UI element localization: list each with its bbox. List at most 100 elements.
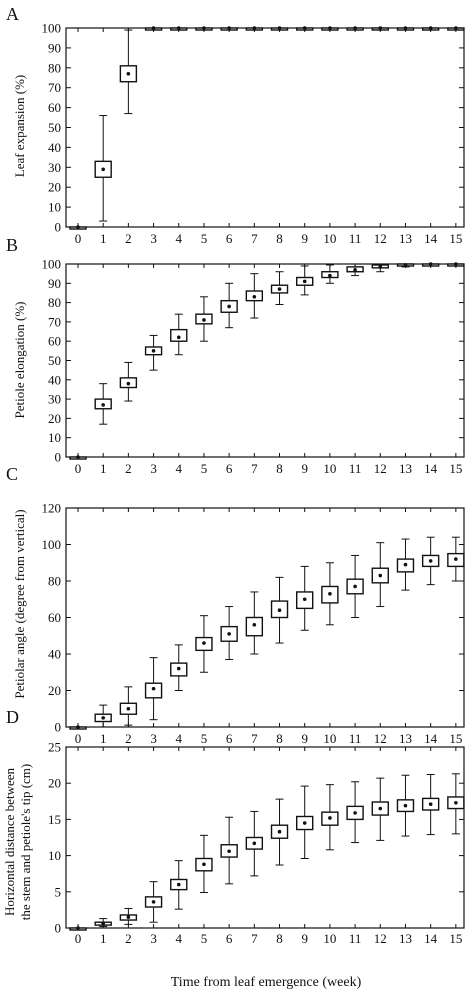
median-point-c-5 xyxy=(202,641,206,645)
median-point-b-13 xyxy=(403,263,408,267)
x-tick-label-a-14: 14 xyxy=(424,231,438,246)
x-tick-label-d-15: 15 xyxy=(449,931,462,946)
x-tick-label-c-10: 10 xyxy=(323,731,336,746)
median-point-b-8 xyxy=(277,287,282,291)
y-tick-label-b-2: 20 xyxy=(48,411,61,426)
median-point-d-0 xyxy=(76,926,80,930)
median-point-c-9 xyxy=(302,597,307,602)
y-tick-label-b-9: 90 xyxy=(48,276,61,291)
median-point-c-15 xyxy=(454,557,458,561)
median-point-c-4 xyxy=(176,666,181,671)
median-point-d-15 xyxy=(454,800,458,805)
y-tick-label-d-4: 20 xyxy=(48,776,61,791)
median-point-d-11 xyxy=(353,811,357,815)
x-tick-label-a-15: 15 xyxy=(449,231,462,246)
x-tick-label-c-8: 8 xyxy=(276,731,283,746)
median-point-a-2 xyxy=(126,71,131,76)
median-point-a-3 xyxy=(151,26,156,30)
box-b-4 xyxy=(170,328,188,342)
median-point-b-5 xyxy=(202,318,206,322)
x-tick-label-d-8: 8 xyxy=(276,931,283,946)
x-tick-label-b-0: 0 xyxy=(75,461,82,476)
x-tick-label-b-5: 5 xyxy=(201,461,208,476)
y-tick-label-b-6: 60 xyxy=(48,334,61,349)
median-point-a-12 xyxy=(378,26,383,30)
median-point-c-12 xyxy=(378,573,383,578)
x-tick-label-c-2: 2 xyxy=(125,731,132,746)
median-point-c-11 xyxy=(353,584,357,589)
median-point-a-11 xyxy=(353,26,357,30)
panel-label-d: D xyxy=(6,707,19,727)
panel-label-b: B xyxy=(6,235,18,255)
x-tick-label-b-13: 13 xyxy=(399,461,412,476)
y-axis-label-a: Leaf expansion (%) xyxy=(12,75,27,178)
x-axis-title: Time from leaf emergence (week) xyxy=(171,975,362,990)
median-point-d-12 xyxy=(378,806,383,811)
median-point-c-6 xyxy=(227,632,231,636)
median-point-b-3 xyxy=(151,349,156,353)
y-axis-label-c: Petiolar angle (degree from vertical) xyxy=(12,509,27,698)
x-tick-label-a-5: 5 xyxy=(201,231,208,246)
plot-frame-d xyxy=(65,746,465,929)
y-tick-label-c-1: 20 xyxy=(48,683,61,698)
x-tick-label-a-0: 0 xyxy=(75,231,82,246)
median-point-a-5 xyxy=(202,26,206,30)
y-tick-label-a-8: 80 xyxy=(48,60,61,75)
y-tick-label-c-2: 40 xyxy=(48,647,61,662)
y-tick-label-b-10: 100 xyxy=(42,257,62,272)
median-point-a-13 xyxy=(403,26,408,30)
panel-label-a: A xyxy=(6,4,19,24)
median-point-b-7 xyxy=(252,295,257,299)
x-tick-label-d-5: 5 xyxy=(201,931,208,946)
y-tick-label-c-3: 60 xyxy=(48,610,61,625)
x-tick-label-c-13: 13 xyxy=(399,731,412,746)
median-point-d-5 xyxy=(202,862,206,867)
y-tick-label-d-1: 5 xyxy=(55,884,62,899)
y-tick-label-b-7: 70 xyxy=(48,314,61,329)
x-tick-label-a-4: 4 xyxy=(176,231,183,246)
x-tick-label-a-7: 7 xyxy=(251,231,258,246)
x-tick-label-a-2: 2 xyxy=(125,231,132,246)
x-tick-label-c-15: 15 xyxy=(449,731,462,746)
median-point-b-12 xyxy=(378,265,383,269)
x-tick-label-b-10: 10 xyxy=(323,461,336,476)
y-axis-label-b: Petiole elongation (%) xyxy=(12,302,27,419)
x-tick-label-b-14: 14 xyxy=(424,461,438,476)
x-tick-label-d-10: 10 xyxy=(323,931,336,946)
median-point-d-6 xyxy=(227,849,231,854)
x-tick-label-c-9: 9 xyxy=(301,731,308,746)
median-point-b-10 xyxy=(328,273,332,278)
median-point-d-3 xyxy=(151,900,156,904)
x-tick-label-c-1: 1 xyxy=(100,731,107,746)
y-tick-label-a-9: 90 xyxy=(48,40,61,55)
median-point-b-2 xyxy=(126,381,131,386)
x-tick-label-b-11: 11 xyxy=(349,461,362,476)
median-point-c-7 xyxy=(252,623,257,627)
y-tick-label-b-1: 10 xyxy=(48,430,61,445)
median-point-d-8 xyxy=(277,829,282,834)
y-tick-label-a-3: 30 xyxy=(48,160,61,175)
y-tick-label-a-0: 0 xyxy=(55,220,62,235)
median-point-c-8 xyxy=(277,608,282,612)
y-tick-label-a-6: 60 xyxy=(48,100,61,115)
panel-label-c: C xyxy=(6,464,18,484)
y-tick-label-b-0: 0 xyxy=(55,450,62,465)
median-point-a-15 xyxy=(454,26,458,30)
median-point-a-9 xyxy=(302,26,307,30)
median-point-b-1 xyxy=(101,403,105,407)
x-tick-label-d-12: 12 xyxy=(374,931,387,946)
x-tick-label-a-11: 11 xyxy=(349,231,362,246)
x-tick-label-a-12: 12 xyxy=(374,231,387,246)
median-point-b-9 xyxy=(302,279,307,284)
y-tick-label-c-0: 0 xyxy=(55,720,62,735)
median-point-b-14 xyxy=(428,262,433,266)
y-tick-label-a-4: 40 xyxy=(48,140,61,155)
y-tick-label-c-6: 120 xyxy=(42,501,62,516)
median-point-d-4 xyxy=(176,882,181,887)
x-tick-label-d-11: 11 xyxy=(349,931,362,946)
median-point-d-14 xyxy=(428,802,433,806)
y-tick-label-d-2: 10 xyxy=(48,848,61,863)
